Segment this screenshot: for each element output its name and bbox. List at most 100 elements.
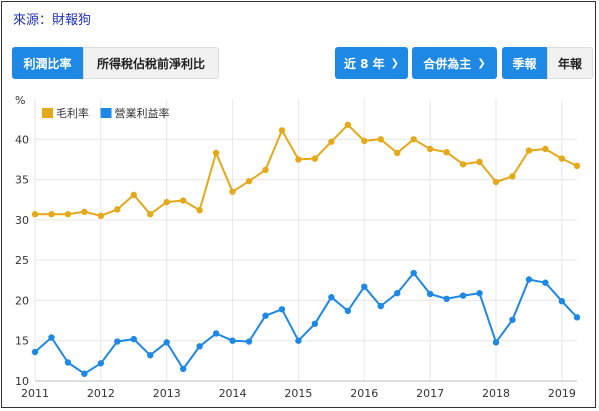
y-tick-label: 35 — [15, 174, 29, 187]
data-point — [426, 290, 434, 298]
data-point — [525, 147, 533, 154]
data-point — [542, 145, 549, 153]
data-point — [147, 352, 154, 359]
tab-profit-ratio[interactable]: 利潤比率 — [12, 47, 83, 79]
data-point — [443, 148, 450, 156]
data-point — [31, 211, 39, 218]
data-point — [377, 302, 384, 310]
legend-label: 毛利率 — [56, 106, 89, 120]
data-point — [163, 339, 170, 346]
annual-button[interactable]: 年報 — [547, 47, 593, 79]
data-point — [295, 156, 302, 163]
legend-label: 營業利益率 — [115, 106, 170, 120]
data-point — [328, 294, 335, 301]
data-point — [311, 320, 319, 327]
data-point — [328, 138, 335, 145]
data-point — [394, 149, 401, 157]
data-point — [295, 337, 302, 344]
data-point — [509, 316, 516, 323]
data-point — [212, 149, 220, 157]
source-label: 來源：財報狗 — [13, 13, 92, 28]
x-tick-label: 2015 — [284, 387, 312, 400]
data-point — [476, 158, 483, 166]
data-point — [509, 173, 516, 180]
data-point — [81, 370, 88, 377]
x-tick-label: 2016 — [350, 387, 378, 400]
quarterly-button[interactable]: 季報 — [502, 47, 547, 79]
data-point — [48, 334, 55, 341]
x-tick-label: 2012 — [87, 387, 115, 400]
series-line — [35, 123, 578, 217]
data-point — [31, 348, 39, 356]
x-tick-label: 2017 — [416, 387, 444, 400]
data-point — [262, 312, 269, 319]
data-point — [558, 155, 566, 162]
data-point — [196, 206, 203, 214]
data-point — [492, 178, 500, 186]
x-tick-label: 2018 — [482, 387, 510, 400]
x-tick-label: 2014 — [219, 387, 247, 400]
data-point — [573, 314, 581, 321]
data-point — [130, 191, 137, 199]
data-point — [97, 212, 105, 220]
data-point — [344, 307, 352, 315]
data-point — [410, 269, 417, 277]
data-point — [245, 177, 253, 185]
y-axis-label: % — [15, 94, 25, 107]
x-tick-label: 2019 — [548, 387, 576, 400]
y-tick-label: 15 — [15, 335, 29, 348]
data-point — [64, 359, 72, 366]
data-point — [229, 188, 236, 195]
series-line — [34, 272, 578, 375]
data-point — [361, 137, 368, 145]
tab-pretax-ratio[interactable]: 所得稅佔稅前淨利比 — [83, 47, 219, 79]
data-point — [344, 121, 352, 128]
data-point — [229, 337, 236, 344]
data-point — [114, 206, 121, 213]
data-point — [245, 338, 253, 345]
data-point — [130, 335, 137, 343]
data-point — [492, 339, 500, 346]
data-point — [179, 365, 187, 373]
data-point — [311, 155, 319, 162]
chevron-down-icon: ❯ — [477, 57, 486, 69]
legend-swatch — [100, 108, 112, 118]
data-point — [147, 211, 154, 218]
data-point — [64, 211, 72, 218]
data-point — [48, 211, 55, 218]
x-tick-label: 2013 — [153, 387, 181, 400]
y-tick-label: 40 — [15, 133, 29, 146]
data-point — [179, 197, 187, 204]
data-point — [196, 343, 203, 350]
x-tick-label: 2011 — [21, 387, 49, 400]
data-point — [542, 279, 549, 286]
period-dropdown[interactable]: 近 8 年 ❯ — [335, 47, 408, 79]
chevron-down-icon: ❯ — [390, 57, 400, 69]
data-point — [278, 306, 286, 313]
data-point — [212, 330, 220, 337]
data-point — [410, 136, 417, 143]
period-dropdown-label: 近 8 年 — [343, 56, 385, 71]
data-point — [114, 338, 121, 345]
data-point — [476, 289, 483, 297]
data-point — [377, 136, 384, 143]
y-tick-label: 10 — [15, 375, 29, 388]
data-point — [262, 166, 269, 174]
consolidation-dropdown[interactable]: 合併為主 ❯ — [412, 47, 497, 79]
data-point — [97, 360, 105, 367]
y-tick-label: 30 — [15, 214, 29, 227]
legend-swatch — [42, 108, 53, 118]
data-point — [278, 127, 286, 134]
data-point — [525, 276, 533, 283]
data-point — [459, 292, 467, 299]
data-point — [459, 161, 467, 168]
consolidation-dropdown-label: 合併為主 — [423, 56, 472, 71]
data-point — [426, 145, 434, 153]
data-point — [361, 283, 368, 290]
data-point — [394, 289, 401, 297]
data-point — [81, 208, 88, 215]
data-point — [558, 298, 566, 305]
data-point — [573, 162, 581, 170]
data-point — [443, 295, 450, 303]
